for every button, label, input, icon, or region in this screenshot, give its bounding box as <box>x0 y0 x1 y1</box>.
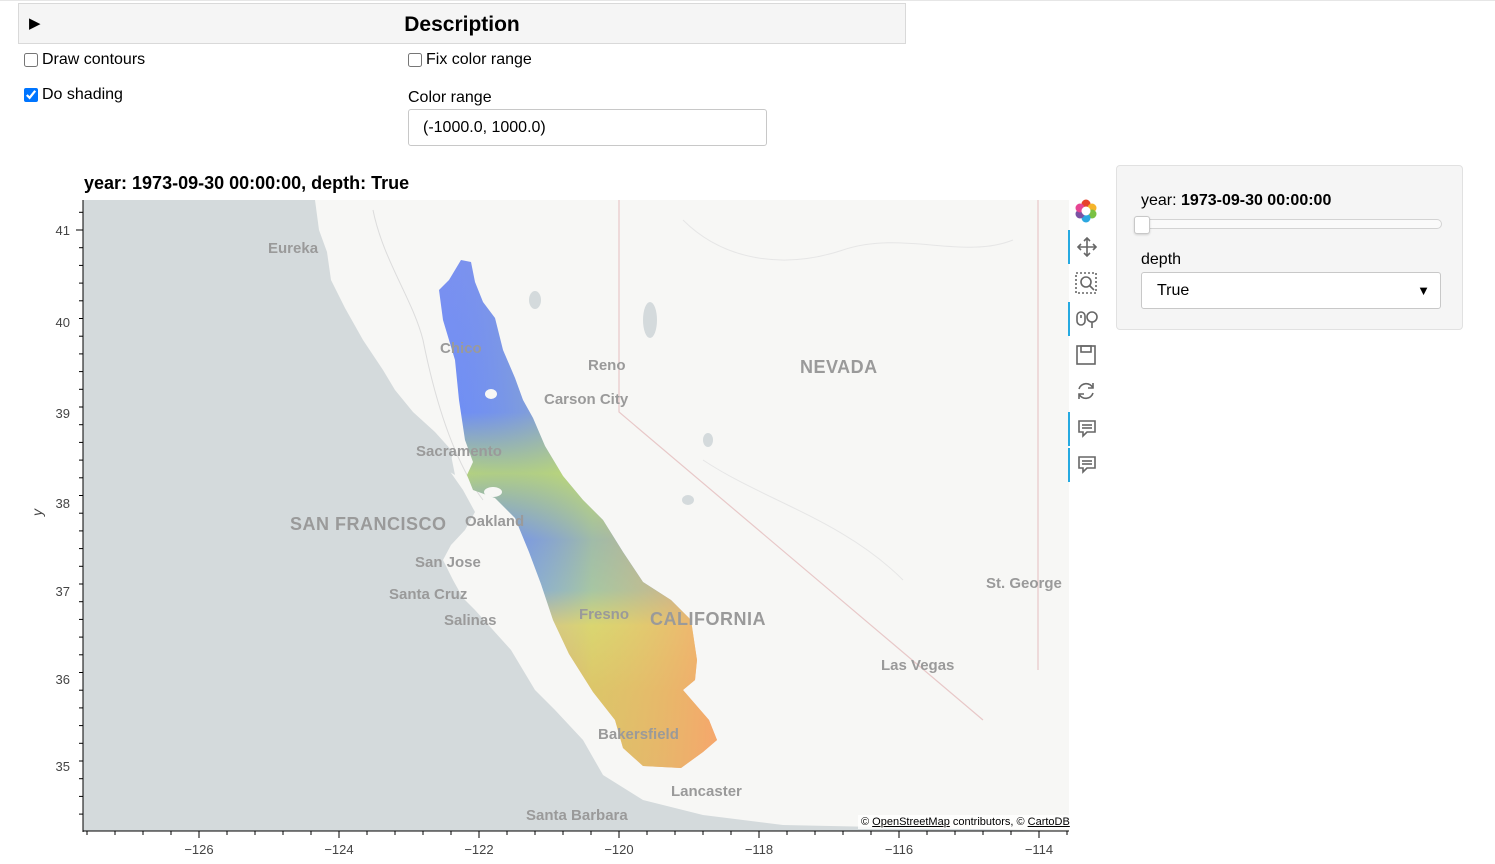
cartodb-link[interactable]: CartoDB <box>1027 816 1070 828</box>
expand-triangle-icon[interactable]: ▶ <box>29 15 41 32</box>
fix-color-range-checkbox[interactable]: Fix color range <box>408 51 532 69</box>
y-tick-label: 37 <box>56 584 70 599</box>
bokeh-logo-icon[interactable] <box>1068 194 1104 228</box>
map-label-salinas: Salinas <box>444 612 497 629</box>
hover-icon[interactable] <box>1068 448 1104 482</box>
x-tick-label: −120 <box>604 842 633 857</box>
groundwater-raster <box>439 260 717 768</box>
hover-icon[interactable] <box>1068 412 1104 446</box>
map-label-fresno: Fresno <box>579 606 630 623</box>
map-label-carson-city: Carson City <box>544 391 629 408</box>
map-label-bakersfield: Bakersfield <box>598 726 679 743</box>
depth-select[interactable]: True ▼ <box>1141 272 1441 309</box>
draw-contours-input[interactable] <box>24 53 38 67</box>
description-title: Description <box>404 13 520 36</box>
do-shading-label: Do shading <box>42 86 123 103</box>
year-label-prefix: year: <box>1141 192 1182 209</box>
x-tick-label: −126 <box>184 842 213 857</box>
y-tick-label: 38 <box>56 496 70 511</box>
draw-contours-label: Draw contours <box>42 51 146 68</box>
year-value: 1973-09-30 00:00:00 <box>1181 192 1332 209</box>
attribution-mid: contributors, © <box>949 816 1028 828</box>
map-label-st-george: St. George <box>986 575 1062 592</box>
color-range-label: Color range <box>408 89 492 106</box>
map-label-nevada: NEVADA <box>800 357 878 377</box>
map-attribution: © OpenStreetMap contributors, © CartoDB <box>858 815 1073 829</box>
year-slider-track[interactable] <box>1141 219 1442 229</box>
y-tick-label: 41 <box>56 223 70 238</box>
y-axis-label: y <box>29 508 45 517</box>
openstreetmap-link[interactable]: OpenStreetMap <box>872 816 950 828</box>
attribution-prefix: © <box>861 816 873 828</box>
ocean-shape <box>83 200 1069 831</box>
wheel-zoom-icon[interactable] <box>1068 302 1104 336</box>
widget-panel: year: 1973-09-30 00:00:00 depth True ▼ <box>1116 165 1463 330</box>
map-label-san-jose: San Jose <box>415 554 481 571</box>
year-slider-label: year: 1973-09-30 00:00:00 <box>1141 192 1331 210</box>
box-zoom-icon[interactable] <box>1068 266 1104 300</box>
map-label-eureka: Eureka <box>268 240 319 257</box>
y-tick-label: 39 <box>56 406 70 421</box>
y-tick-label: 35 <box>56 759 70 774</box>
map-label-santa-barbara: Santa Barbara <box>526 807 628 824</box>
chevron-down-icon: ▼ <box>1417 283 1430 298</box>
color-range-input[interactable]: (-1000.0, 1000.0) <box>408 109 767 146</box>
save-icon[interactable] <box>1068 338 1104 372</box>
draw-contours-checkbox[interactable]: Draw contours <box>24 51 145 69</box>
x-tick-label: −124 <box>324 842 353 857</box>
do-shading-input[interactable] <box>24 88 38 102</box>
pan-icon[interactable] <box>1068 230 1104 264</box>
fix-color-range-label: Fix color range <box>426 51 532 68</box>
x-tick-label: −122 <box>464 842 493 857</box>
map-label-california: CALIFORNIA <box>650 609 766 629</box>
map-canvas[interactable]: Eureka Chico Reno NEVADA Carson City Sac… <box>83 200 1069 831</box>
basemap <box>83 200 1069 831</box>
x-tick-label: −114 <box>1025 842 1053 857</box>
depth-label: depth <box>1141 251 1182 268</box>
y-tick-label: 40 <box>56 315 70 330</box>
x-tick-label: −118 <box>745 842 773 857</box>
map-label-oakland: Oakland <box>465 513 525 530</box>
y-tick-label: 36 <box>56 672 70 687</box>
depth-select-value: True <box>1157 282 1190 299</box>
x-tick-label: −116 <box>885 842 913 857</box>
description-header[interactable]: ▶ Description <box>18 3 906 44</box>
map-label-sacramento: Sacramento <box>416 443 502 460</box>
do-shading-checkbox[interactable]: Do shading <box>24 86 123 104</box>
reset-icon[interactable] <box>1068 374 1104 408</box>
plot-title: year: 1973-09-30 00:00:00, depth: True <box>84 173 410 193</box>
map-label-las-vegas: Las Vegas <box>881 657 955 674</box>
map-label-reno: Reno <box>588 357 626 374</box>
year-slider-handle[interactable] <box>1134 216 1150 234</box>
map-label-chico: Chico <box>440 340 482 357</box>
map-label-lancaster: Lancaster <box>671 783 742 800</box>
map-label-san-francisco: SAN FRANCISCO <box>290 514 447 534</box>
fix-color-range-input[interactable] <box>408 53 422 67</box>
map-label-santa-cruz: Santa Cruz <box>389 586 468 603</box>
